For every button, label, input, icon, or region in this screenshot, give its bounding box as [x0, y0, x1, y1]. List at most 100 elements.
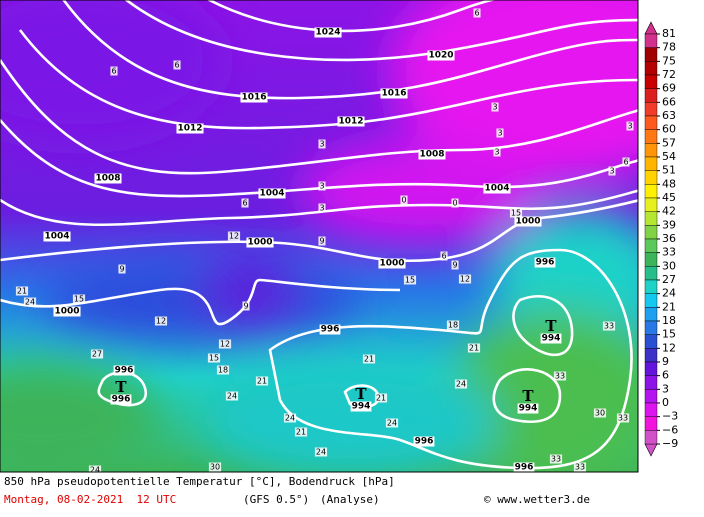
isobar-label-box: [246, 237, 274, 248]
colorbar-tick-label: 81: [662, 27, 676, 40]
temperature-label-box: [283, 413, 297, 423]
colorbar-band: [644, 61, 658, 76]
low-pressure-box: [350, 401, 372, 412]
temperature-label-box: [173, 60, 181, 70]
temperature-label-box: [218, 339, 232, 349]
isobar-label-box: [258, 188, 286, 199]
map-labels: 1024 1020 1016 1016 1012 1012 1008 1008 1004 1004…: [15, 8, 634, 475]
isobar-label: 1004: [484, 184, 509, 194]
temperature-label: 3: [492, 103, 497, 112]
colorbar-band: [644, 197, 658, 212]
isobar-label-box: [314, 27, 342, 38]
temperature-label: 24: [316, 448, 326, 457]
temperature-label: 3: [319, 140, 324, 149]
isobar-label-box: [94, 173, 122, 184]
isobar-label-box: [319, 324, 341, 335]
temperature-label: 15: [405, 276, 415, 285]
temperature-label: 6: [441, 252, 446, 261]
temperature-label-box: [573, 462, 587, 472]
temperature-label-box: [318, 181, 326, 191]
isobar-label: 1012: [338, 117, 363, 127]
temperature-label: 33: [575, 463, 585, 472]
colorbar-band: [644, 334, 658, 349]
temperature-label-box: [374, 393, 388, 403]
temperature-label: 24: [90, 466, 100, 475]
temperature-label-box: [403, 275, 417, 285]
temperature-label: 6: [111, 67, 116, 76]
temperature-label: 21: [469, 344, 479, 353]
low-pressure: 994: [352, 402, 371, 412]
temperature-label-box: [110, 66, 118, 76]
colorbar-bottom-arrow: [644, 443, 658, 457]
isobar-label-box: [337, 116, 365, 127]
low-pressure: 996: [112, 395, 131, 405]
colorbar-tick-label: 63: [662, 109, 676, 122]
temperature-label-box: [314, 447, 328, 457]
temperature-label-box: [318, 139, 326, 149]
colorbar-band: [644, 307, 658, 322]
isobar-label-box: [514, 216, 542, 227]
caption-run: (Analyse): [320, 493, 380, 506]
low-pressure: 994: [519, 404, 538, 414]
temperature-label-box: [509, 208, 523, 218]
temperature-label: 6: [623, 158, 628, 167]
colorbar-band: [644, 293, 658, 308]
colorbar-tick-label: 27: [662, 273, 676, 286]
colorbar-tick-label: 9: [662, 355, 669, 368]
temperature-label-box: [227, 231, 241, 241]
colorbar-tick-label: 72: [662, 68, 676, 81]
temperature-label: 24: [387, 419, 397, 428]
temperature-label-box: [318, 203, 326, 213]
temperature-label-box: [294, 427, 308, 437]
colorbar-tick-label: 75: [662, 54, 676, 67]
temperature-label: 3: [319, 182, 324, 191]
colorbar-tick-label: 69: [662, 82, 676, 95]
colorbar-tick-label: 57: [662, 136, 676, 149]
temperature-label: 27: [92, 350, 102, 359]
temperature-label: 21: [364, 355, 374, 364]
colorbar: 8178757269666360575451484542393633302724…: [644, 21, 678, 457]
temperature-label-box: [440, 251, 448, 261]
colorbar-tick-label: 30: [662, 259, 676, 272]
colorbar-tick-label: 15: [662, 328, 676, 341]
isobar-label: 1016: [241, 93, 266, 103]
temperature-label: 33: [618, 414, 628, 423]
colorbar-tick-label: 48: [662, 177, 676, 190]
temperature-label: 33: [551, 455, 561, 464]
isobar-label: 996: [536, 258, 555, 268]
temperature-label-box: [593, 408, 607, 418]
temperature-label-box: [118, 264, 126, 274]
colorbar-band: [644, 348, 658, 363]
temperature-label-box: [622, 157, 630, 167]
temperature-label: 3: [494, 148, 499, 157]
isobar-label: 996: [321, 325, 340, 335]
colorbar-tick-label: 60: [662, 123, 676, 136]
colorbar-band: [644, 143, 658, 158]
temperature-label: 3: [627, 122, 632, 131]
colorbar-band: [644, 74, 658, 89]
isobar-label: 1004: [259, 189, 284, 199]
caption-credit: © www.wetter3.de: [484, 493, 590, 506]
colorbar-tick-label: 21: [662, 300, 676, 313]
temperature-label-box: [255, 376, 269, 386]
temperature-label: 6: [242, 199, 247, 208]
temperature-label: 18: [218, 366, 228, 375]
temperature-label-box: [208, 462, 222, 472]
temperature-label: 12: [229, 232, 239, 241]
temperature-label-box: [241, 198, 249, 208]
isobar-label: 1004: [44, 232, 69, 242]
temperature-label-box: [467, 343, 481, 353]
isobar-label: 996: [115, 366, 134, 376]
low-symbol: T: [522, 387, 534, 405]
isobar-label-box: [483, 183, 511, 194]
map-frame: [0, 0, 639, 473]
temperature-label: 21: [257, 377, 267, 386]
colorbar-band: [644, 402, 658, 417]
isobar-label: 1020: [428, 51, 453, 61]
colorbar-tick-label: 0: [662, 396, 669, 409]
colorbar-tick-label: 33: [662, 246, 676, 259]
low-pressure-box: [517, 403, 539, 414]
colorbar-tick-label: −6: [662, 423, 678, 436]
isobar-label-box: [240, 92, 268, 103]
temperature-label-box: [553, 371, 567, 381]
